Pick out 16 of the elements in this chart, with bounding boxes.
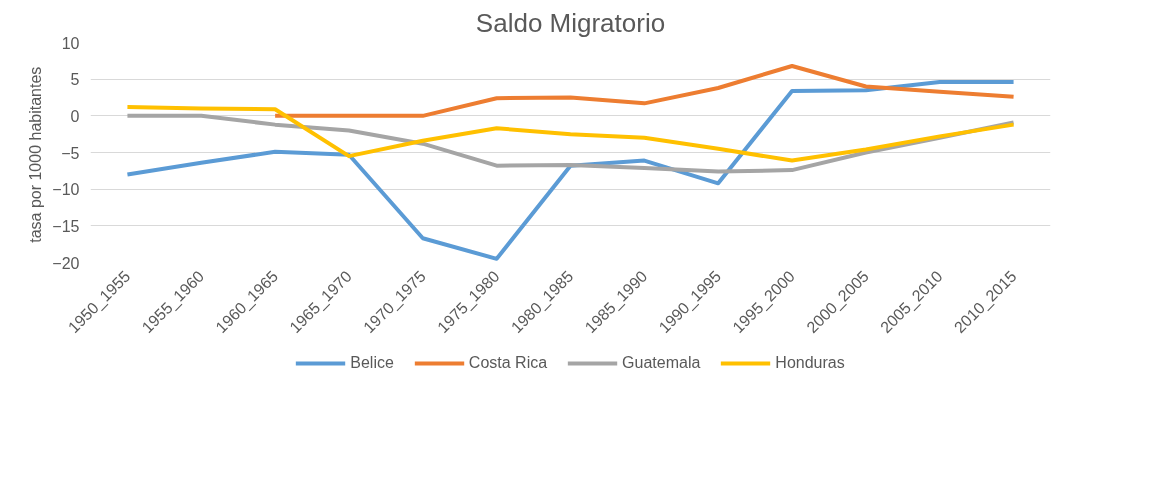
y-tick-label: 10 [61,34,80,52]
y-tick-label: −5 [61,144,80,162]
line-series [125,80,1016,261]
chart-title: Saldo Migratorio [475,7,666,38]
legend-label: Belice [350,354,394,372]
legend-label: Costa Rica [468,354,548,372]
legend-label: Honduras [775,354,845,372]
legend-label: Guatemala [622,354,701,372]
y-tick-label: 0 [70,107,80,125]
line-series [125,105,1016,163]
y-tick-label: −20 [52,254,80,272]
y-tick-label: 5 [70,71,80,89]
y-tick-label: −10 [52,181,80,199]
line-series [273,63,1016,118]
y-axis-title: tasa por 1000 habitantes [27,66,45,243]
y-tick-label: −15 [52,217,80,235]
